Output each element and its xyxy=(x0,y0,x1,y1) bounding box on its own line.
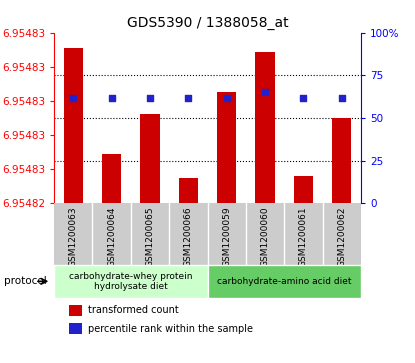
Bar xyxy=(332,118,352,203)
Text: carbohydrate-whey protein
hydrolysate diet: carbohydrate-whey protein hydrolysate di… xyxy=(69,272,193,291)
Text: transformed count: transformed count xyxy=(88,305,178,315)
Bar xyxy=(102,154,121,203)
Bar xyxy=(140,114,159,203)
Title: GDS5390 / 1388058_at: GDS5390 / 1388058_at xyxy=(127,16,288,30)
Point xyxy=(70,95,76,101)
Text: carbohydrate-amino acid diet: carbohydrate-amino acid diet xyxy=(217,277,352,286)
Bar xyxy=(256,52,275,203)
Text: GSM1200066: GSM1200066 xyxy=(184,206,193,267)
Text: GSM1200065: GSM1200065 xyxy=(145,206,154,267)
Point xyxy=(300,95,307,101)
Text: percentile rank within the sample: percentile rank within the sample xyxy=(88,323,253,334)
Text: GSM1200064: GSM1200064 xyxy=(107,206,116,267)
Text: GSM1200063: GSM1200063 xyxy=(68,206,78,267)
Bar xyxy=(69,305,82,316)
Text: GSM1200061: GSM1200061 xyxy=(299,206,308,267)
Text: GSM1200062: GSM1200062 xyxy=(337,206,347,267)
Bar xyxy=(217,93,236,203)
Text: protocol: protocol xyxy=(4,276,47,286)
FancyBboxPatch shape xyxy=(54,265,208,298)
Bar xyxy=(294,176,313,203)
Point xyxy=(223,95,230,101)
Bar xyxy=(69,323,82,334)
Point xyxy=(146,95,153,101)
Point xyxy=(108,95,115,101)
FancyBboxPatch shape xyxy=(208,265,361,298)
Text: GSM1200059: GSM1200059 xyxy=(222,206,231,267)
Point xyxy=(339,95,345,101)
Bar xyxy=(179,178,198,203)
Bar xyxy=(63,48,83,203)
Point xyxy=(262,90,269,95)
Point xyxy=(185,95,192,101)
Text: GSM1200060: GSM1200060 xyxy=(261,206,270,267)
